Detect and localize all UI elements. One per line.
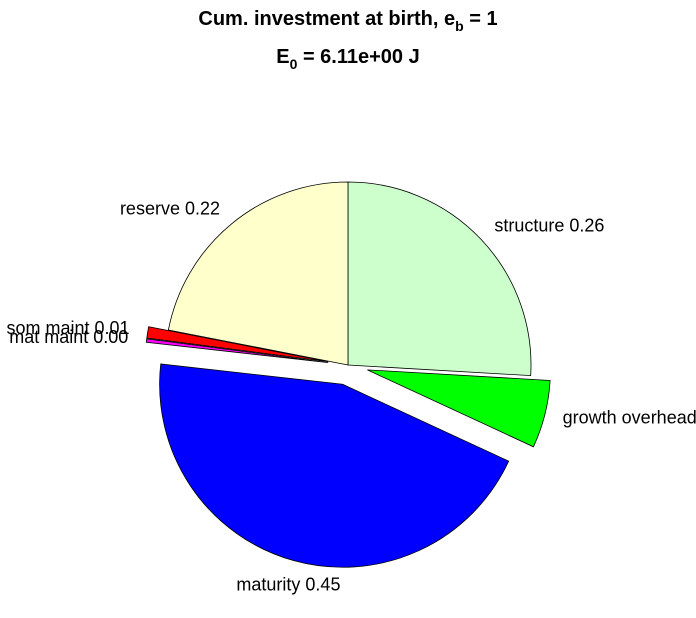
pie-slice bbox=[347, 181, 532, 377]
title-part: Cum. investment at birth, e bbox=[198, 8, 455, 30]
chart-title: Cum. investment at birth, eb = 1 bbox=[198, 8, 497, 33]
subtitle-part: E bbox=[276, 46, 289, 68]
slice-label: reserve 0.22 bbox=[120, 198, 220, 218]
subtitle-part: 0 bbox=[290, 56, 298, 72]
slice-label: som maint 0.01 bbox=[7, 318, 130, 338]
pie-slice bbox=[146, 326, 329, 363]
slice-label: maturity 0.45 bbox=[236, 575, 340, 595]
title-part: = 1 bbox=[464, 8, 498, 30]
slice-label: mat maint 0.00 bbox=[9, 327, 128, 347]
slice-label: growth overhead 0.06 bbox=[563, 408, 696, 428]
pie-slice bbox=[145, 338, 329, 363]
pie-slice bbox=[167, 181, 349, 366]
slice-label: structure 0.26 bbox=[494, 216, 604, 236]
chart-subtitle: E0 = 6.11e+00 J bbox=[276, 46, 419, 71]
pie-slice bbox=[367, 369, 551, 448]
subtitle-part: = 6.11e+00 J bbox=[297, 46, 419, 68]
title-part: b bbox=[455, 18, 464, 34]
pie-slice bbox=[159, 363, 510, 568]
